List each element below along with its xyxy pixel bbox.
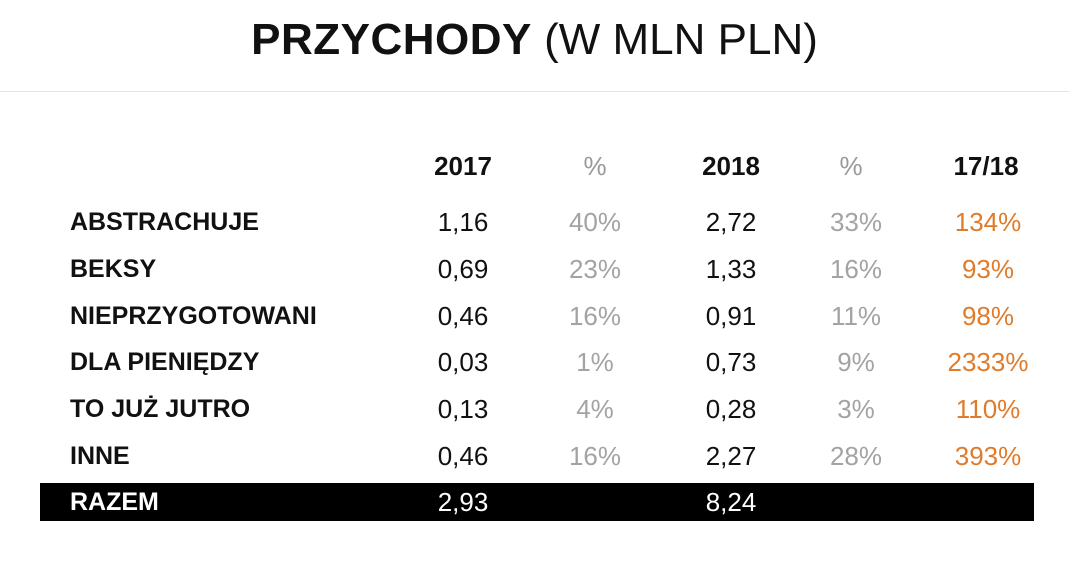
row-label: NIEPRZYGOTOWANI: [70, 302, 317, 330]
total-label: RAZEM: [70, 488, 159, 516]
growth-value: 93%: [961, 254, 1015, 284]
value-2017: 0,46: [437, 441, 489, 471]
percent-2017: 40%: [568, 207, 622, 237]
percent-2018: 9%: [837, 347, 875, 377]
row-label: INNE: [70, 442, 130, 470]
row-label: BEKSY: [70, 255, 157, 283]
value-2017: 0,69: [437, 254, 489, 284]
row-label: DLA PIENIĘDZY: [70, 348, 260, 376]
percent-2018: 33%: [829, 207, 883, 237]
value-2017: 0,13: [437, 394, 489, 424]
percent-2017: 16%: [568, 301, 622, 331]
growth-value: 98%: [961, 301, 1015, 331]
value-2018: 2,72: [705, 207, 757, 237]
title-divider: [0, 91, 1069, 92]
growth-value: 110%: [955, 394, 1021, 424]
percent-2018: 28%: [829, 441, 883, 471]
growth-value: 134%: [954, 207, 1022, 237]
value-2017: 0,46: [437, 301, 489, 331]
column-header-2017: 2017: [434, 151, 492, 181]
value-2018: 2,27: [705, 441, 757, 471]
column-header-percent-2017: %: [583, 151, 607, 181]
value-2017: 1,16: [437, 207, 489, 237]
column-header-change: 17/18: [953, 151, 1019, 181]
title-main: PRZYCHODY: [251, 15, 532, 64]
percent-2017: 23%: [568, 254, 622, 284]
column-header-2018: 2018: [702, 151, 760, 181]
total-2018: 8,24: [705, 487, 757, 517]
value-2018: 0,91: [705, 301, 757, 331]
percent-2017: 16%: [568, 441, 622, 471]
value-2018: 0,73: [705, 347, 757, 377]
percent-2017: 4%: [576, 394, 614, 424]
row-label: ABSTRACHUJE: [70, 208, 259, 236]
page-title: PRZYCHODY (W MLN PLN): [0, 0, 1069, 80]
column-header-percent-2018: %: [839, 151, 863, 181]
growth-value: 393%: [954, 441, 1022, 471]
value-2018: 0,28: [705, 394, 757, 424]
value-2018: 1,33: [705, 254, 757, 284]
row-label: TO JUŻ JUTRO: [70, 395, 251, 423]
title-unit: (W MLN PLN): [544, 15, 818, 64]
growth-value: 2333%: [947, 347, 1029, 377]
percent-2018: 3%: [837, 394, 875, 424]
total-row: RAZEM 2,93 8,24: [40, 483, 1034, 521]
percent-2018: 11%: [830, 301, 882, 331]
value-2017: 0,03: [437, 347, 489, 377]
percent-2018: 16%: [829, 254, 883, 284]
percent-2017: 1%: [576, 347, 614, 377]
total-2017: 2,93: [437, 487, 489, 517]
